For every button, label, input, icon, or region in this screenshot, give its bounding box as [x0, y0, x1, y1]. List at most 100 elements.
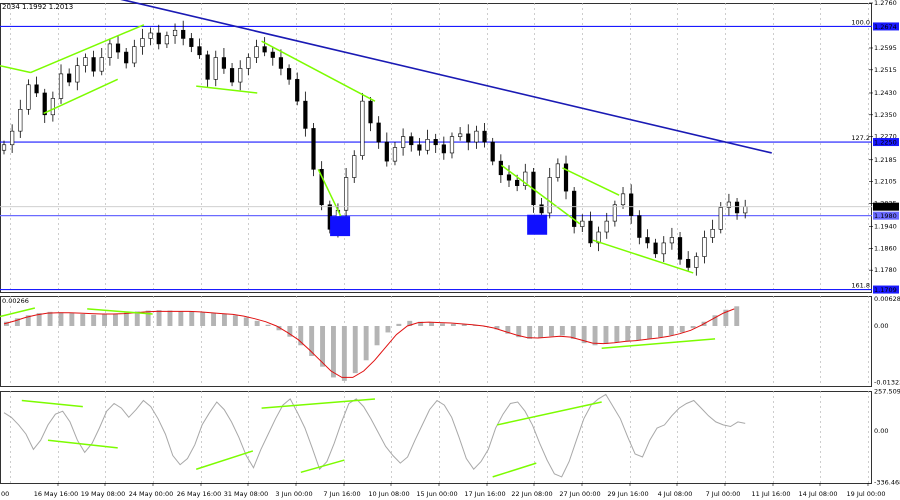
macd-bar [505, 326, 511, 334]
cci-divergence-line [47, 439, 118, 449]
macd-bar [287, 326, 293, 337]
candle-body [734, 201, 740, 214]
candle-body [653, 242, 658, 255]
candle-body [417, 144, 422, 151]
candle-body [205, 54, 210, 80]
price-divergence-line [43, 78, 119, 115]
macd-top-label: 0.00266 [2, 297, 29, 305]
current-price-label: 1.2013 [874, 203, 897, 211]
macd-pane: 0.00628 0.00 -0.01323 [0, 295, 900, 387]
candle-body [401, 136, 406, 148]
macd-bar [668, 326, 674, 336]
macd-bar [450, 323, 456, 326]
candle-body [563, 163, 569, 192]
macd-bar [25, 315, 31, 326]
candle-body [1, 144, 7, 151]
macd-bar [418, 321, 424, 326]
candle-body [311, 128, 316, 170]
x-tick-label: 19 May 08:00 [81, 490, 126, 498]
y-tick-label: 1.2105 [874, 178, 897, 186]
fib-level-label: 127.2 [851, 134, 870, 142]
candle-body [466, 133, 471, 143]
x-tick-label: 22 Jun 08:00 [511, 490, 552, 498]
macd-bar [559, 326, 565, 336]
macd-bar [549, 326, 554, 337]
current-price-box [873, 202, 899, 211]
candle-body [246, 57, 251, 69]
candle-body [221, 57, 227, 69]
cci-pane: 257.5097 0.00 -336.468 [0, 388, 900, 486]
candle-body [67, 73, 72, 83]
candle-body [58, 73, 64, 99]
macd-signal-line [3, 308, 735, 378]
macd-bar [4, 321, 9, 326]
candle-body [490, 141, 495, 162]
candle-body [384, 141, 389, 162]
candle-body [50, 98, 55, 116]
price-divergence-line [0, 64, 31, 74]
macd-bar [298, 326, 304, 346]
price-pane: 1.2760 1.2595 1.2515 1.2430 1.2350 1.2270 1.21… [0, 0, 899, 294]
candle-body [115, 43, 121, 53]
macd-bar [167, 310, 173, 326]
macd-bar [374, 326, 380, 346]
price-divergence-line [196, 85, 258, 94]
candle-body [523, 171, 528, 186]
candle-body [726, 201, 732, 208]
x-tick-label: 17 Jun 16:00 [464, 490, 505, 498]
candle-body [18, 109, 23, 132]
y-tick-label: 1.2760 [874, 0, 897, 7]
x-tick-label: 15 Jun 00:00 [416, 490, 457, 498]
cci-divergence-line [261, 398, 376, 409]
price-divergence-line [500, 164, 581, 225]
candle-body [596, 231, 601, 244]
macd-bar [658, 326, 663, 338]
x-tick-label: 16 May 16:00 [34, 490, 79, 498]
macd-bar [647, 326, 653, 339]
y-tick-label: 1.2185 [874, 156, 897, 164]
level-price-label: 1.2250 [874, 139, 897, 147]
candle-body [75, 65, 80, 83]
candle-body [612, 204, 617, 222]
price-frame [0, 3, 872, 293]
macd-bar [14, 318, 20, 326]
candle-body [743, 206, 748, 214]
candle-body [34, 84, 39, 94]
macd-bar [603, 326, 609, 344]
macd-bar [200, 312, 206, 326]
cci-y-tick-label: 257.5097 [874, 388, 900, 396]
level-price-label: 1.1980 [874, 212, 897, 220]
x-tick-label: 3 Jun 00:00 [275, 490, 312, 498]
macd-bar [679, 326, 685, 333]
candle-body [588, 220, 593, 244]
macd-frame [0, 296, 872, 387]
candle-body [238, 68, 243, 83]
candle-body [515, 179, 520, 186]
macd-bar [178, 311, 184, 326]
candle-body [26, 84, 31, 110]
cci-y-tick-label: -336.468 [874, 478, 900, 486]
macd-bar [636, 326, 642, 341]
candle-body [620, 193, 626, 206]
candle-body [286, 68, 292, 80]
cci-divergence-line [300, 459, 345, 474]
macd-bar [472, 325, 478, 326]
candle-body [164, 35, 170, 45]
signal-marker [527, 214, 548, 235]
macd-bar [232, 315, 238, 326]
candle-body [629, 193, 634, 216]
candle-body [604, 220, 609, 233]
macd-bar [91, 314, 97, 326]
candle-body [42, 92, 47, 116]
price-divergence-line [562, 167, 620, 196]
macd-bar [156, 310, 162, 326]
macd-bar [592, 326, 598, 346]
macd-y-tick-label: 0.00 [874, 322, 888, 330]
candle-body [718, 207, 723, 230]
candle-body [295, 79, 300, 102]
cci-divergence-line [21, 399, 83, 408]
macd-bar [429, 322, 435, 326]
y-tick-label: 1.2595 [874, 44, 897, 52]
